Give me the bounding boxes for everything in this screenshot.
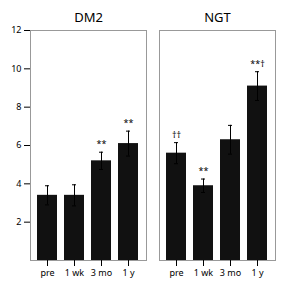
svg-text:8: 8 (16, 100, 21, 113)
svg-text:**: ** (124, 116, 134, 129)
svg-text:1 wk: 1 wk (194, 266, 214, 279)
svg-text:pre: pre (169, 266, 183, 279)
svg-text:4: 4 (16, 177, 21, 190)
svg-text:6: 6 (16, 138, 21, 151)
svg-text:NGT: NGT (204, 8, 231, 26)
svg-text:pre: pre (40, 266, 54, 279)
svg-text:**: ** (199, 164, 209, 177)
svg-text:12: 12 (11, 23, 21, 36)
svg-text:1 y: 1 y (122, 266, 134, 279)
svg-text:10: 10 (11, 62, 21, 75)
svg-text:**: ** (97, 137, 107, 150)
svg-text:**†: **† (250, 57, 265, 70)
svg-text:1 y: 1 y (251, 266, 263, 279)
svg-text:1 wk: 1 wk (65, 266, 85, 279)
svg-text:3 mo: 3 mo (91, 266, 112, 279)
svg-text:3 mo: 3 mo (220, 266, 241, 279)
svg-text:DM2: DM2 (74, 8, 103, 26)
svg-text:††: †† (172, 128, 182, 141)
svg-text:2: 2 (16, 215, 21, 228)
